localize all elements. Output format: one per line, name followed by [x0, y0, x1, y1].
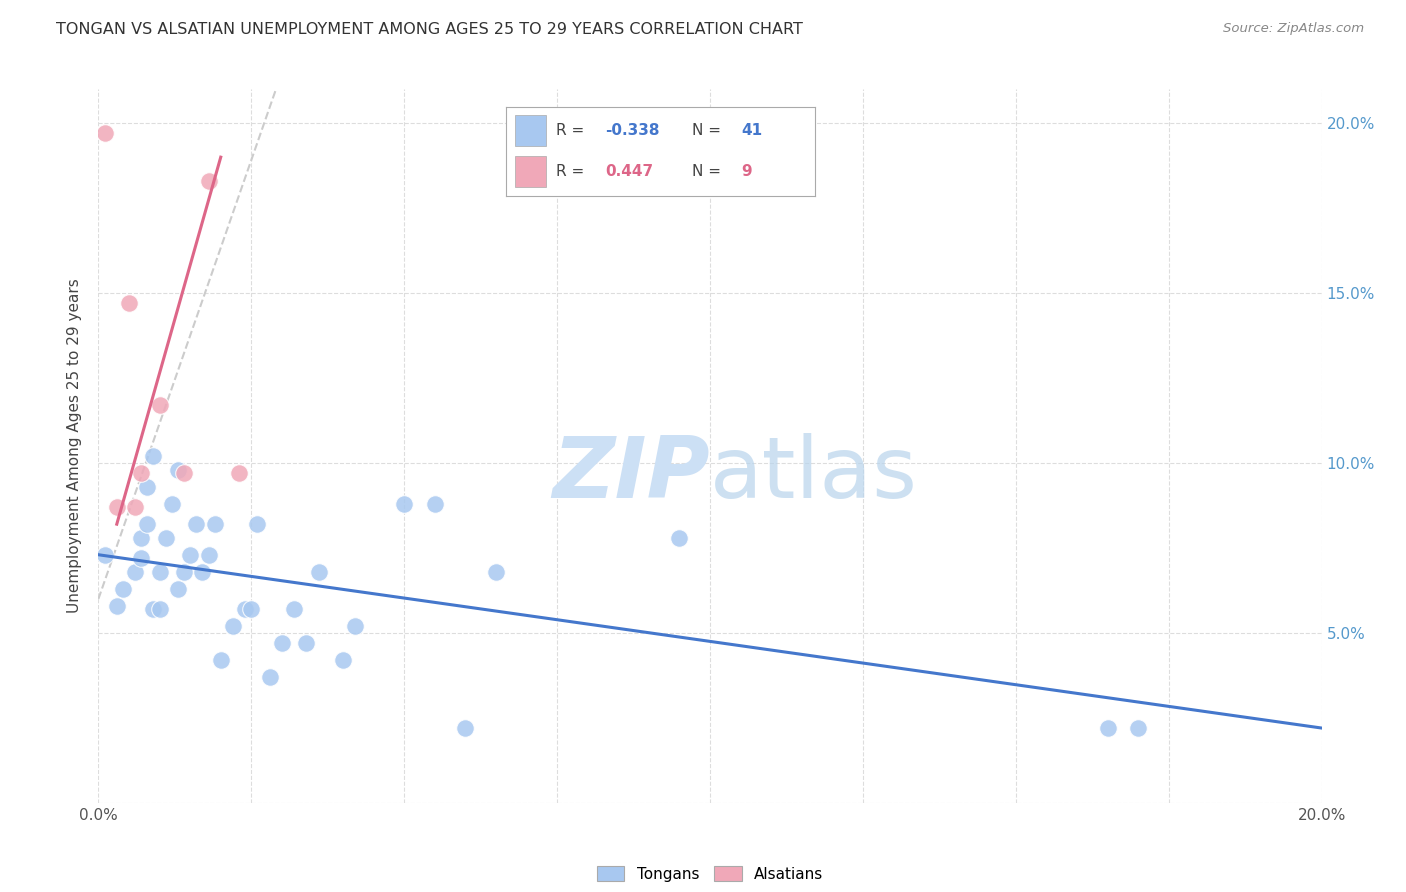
Point — [191, 565, 214, 579]
Point — [136, 517, 159, 532]
Point — [179, 548, 201, 562]
Text: ZIP: ZIP — [553, 433, 710, 516]
Point — [93, 548, 115, 562]
Text: R =: R = — [555, 164, 593, 179]
Point — [118, 296, 141, 310]
Point — [124, 500, 146, 515]
Point — [160, 497, 183, 511]
Point — [454, 721, 477, 735]
Point — [142, 449, 165, 463]
Point — [136, 480, 159, 494]
Point — [155, 531, 177, 545]
Text: TONGAN VS ALSATIAN UNEMPLOYMENT AMONG AGES 25 TO 29 YEARS CORRELATION CHART: TONGAN VS ALSATIAN UNEMPLOYMENT AMONG AG… — [56, 22, 803, 37]
Point — [129, 531, 152, 545]
Point — [105, 599, 128, 613]
Text: R =: R = — [555, 123, 589, 138]
Point — [344, 619, 367, 633]
Point — [308, 565, 330, 579]
Point — [332, 653, 354, 667]
Point — [485, 565, 508, 579]
Point — [167, 463, 190, 477]
Point — [204, 517, 226, 532]
Y-axis label: Unemployment Among Ages 25 to 29 years: Unemployment Among Ages 25 to 29 years — [67, 278, 83, 614]
Point — [240, 602, 263, 616]
Text: atlas: atlas — [710, 433, 918, 516]
Point — [392, 497, 416, 511]
Text: Source: ZipAtlas.com: Source: ZipAtlas.com — [1223, 22, 1364, 36]
Point — [233, 602, 256, 616]
Legend: Tongans, Alsatians: Tongans, Alsatians — [591, 860, 830, 888]
Point — [142, 602, 165, 616]
Point — [222, 619, 245, 633]
Text: 41: 41 — [741, 123, 762, 138]
Point — [105, 500, 128, 515]
Point — [295, 636, 318, 650]
Text: N =: N = — [692, 164, 725, 179]
Point — [259, 670, 281, 684]
Point — [283, 602, 305, 616]
Point — [246, 517, 269, 532]
Point — [129, 466, 152, 480]
Point — [111, 582, 134, 596]
Bar — [516, 115, 547, 146]
Point — [124, 565, 146, 579]
Text: 0.447: 0.447 — [605, 164, 654, 179]
Point — [423, 497, 446, 511]
Point — [129, 551, 152, 566]
Bar — [516, 156, 547, 187]
Text: N =: N = — [692, 123, 725, 138]
Point — [186, 517, 208, 532]
Point — [173, 565, 195, 579]
Point — [1128, 721, 1150, 735]
Point — [93, 127, 115, 141]
Text: -0.338: -0.338 — [605, 123, 659, 138]
Point — [197, 174, 219, 188]
Text: 9: 9 — [741, 164, 752, 179]
Point — [668, 531, 690, 545]
Point — [167, 582, 190, 596]
Point — [149, 398, 172, 412]
Point — [197, 548, 219, 562]
Point — [149, 602, 172, 616]
Point — [149, 565, 172, 579]
Point — [1097, 721, 1119, 735]
Point — [270, 636, 292, 650]
Point — [209, 653, 232, 667]
Point — [228, 466, 250, 480]
Point — [173, 466, 195, 480]
